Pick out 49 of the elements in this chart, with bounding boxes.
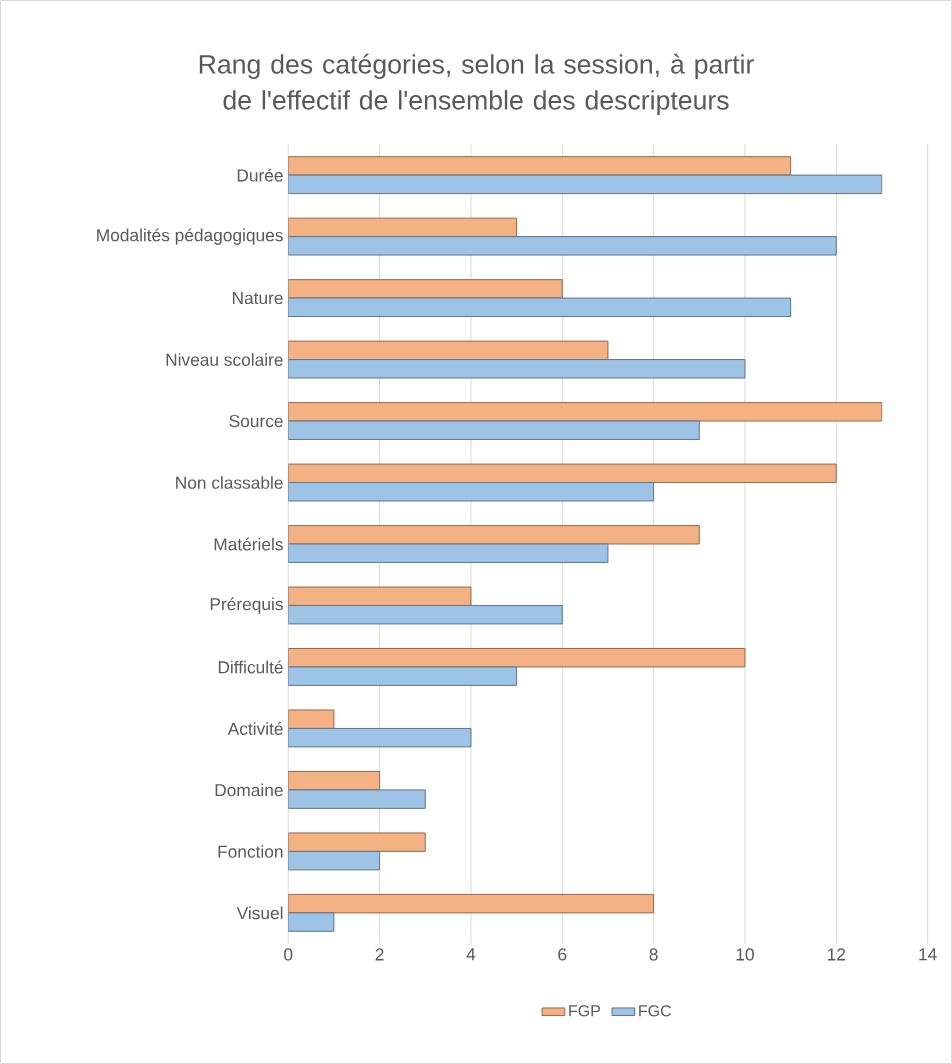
y-tick-label: Modalités pédagogiques: [97, 228, 283, 245]
bar: [288, 525, 700, 545]
bar: [288, 543, 609, 563]
x-tick-label: 2: [375, 948, 384, 961]
bar: [288, 420, 700, 440]
y-tick-label: Niveau scolaire: [166, 353, 283, 366]
bar: [288, 297, 792, 318]
bar: [288, 604, 563, 625]
bar: [288, 832, 426, 852]
x-tick-label: 0: [284, 948, 293, 961]
bar: [288, 463, 837, 484]
chart-title: Rang des catégories, selon la session, à partir de l'effectif de l'ensemble des descripteurs: [199, 53, 754, 115]
legend-label: FGC: [639, 1005, 671, 1017]
bar: [288, 770, 381, 791]
bar: [288, 174, 883, 195]
y-tick-label: Nature: [232, 292, 283, 305]
bar: [288, 402, 883, 422]
y-tick-label: Source: [229, 414, 283, 428]
legend-label: FGP: [569, 1005, 600, 1017]
y-tick-label: Prérequis: [210, 597, 283, 614]
x-tick-label: 12: [827, 948, 845, 961]
x-tick-label: 14: [919, 948, 937, 961]
bar: [288, 482, 655, 502]
bar: [288, 893, 655, 914]
bar: [288, 236, 837, 256]
bar: [288, 666, 518, 686]
bar: [288, 359, 746, 379]
x-tick-label: 6: [558, 948, 567, 961]
y-tick-label: Difficulté: [218, 660, 283, 674]
y-tick-label: Durée: [237, 168, 283, 182]
bar: [288, 217, 518, 238]
y-tick-label: Non classable: [176, 476, 283, 489]
bar: [288, 850, 381, 871]
y-tick-label: Domaine: [215, 783, 283, 797]
x-tick-label: 4: [466, 948, 476, 961]
bar: [288, 156, 792, 176]
bar: [288, 789, 426, 809]
bar: [288, 912, 335, 932]
x-tick-label: 10: [736, 948, 754, 961]
x-tick-label: 8: [649, 948, 658, 961]
y-tick-label: Visuel: [236, 906, 283, 920]
y-tick-label: Activité: [227, 721, 283, 735]
bar: [288, 279, 563, 299]
bar: [288, 727, 472, 748]
bar: [288, 340, 609, 361]
bar: [288, 648, 746, 668]
y-tick-label: Matériels: [214, 537, 283, 551]
y-tick-label: Fonction: [218, 845, 283, 858]
bar: [288, 586, 472, 606]
